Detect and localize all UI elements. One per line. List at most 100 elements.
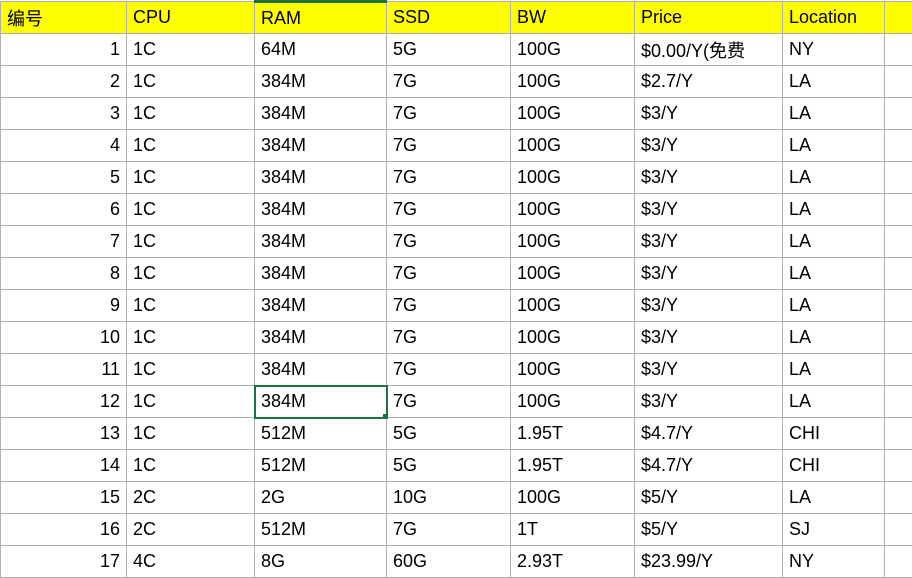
cell-extra[interactable] <box>885 34 912 66</box>
cell-num[interactable]: 16 <box>1 514 127 546</box>
cell-price[interactable]: $5/Y <box>635 482 783 514</box>
col-header-num[interactable]: 编号 <box>1 2 127 34</box>
cell-cpu[interactable]: 1C <box>127 290 255 322</box>
cell-ram[interactable]: 384M <box>255 66 387 98</box>
cell-bw[interactable]: 100G <box>511 290 635 322</box>
cell-loc[interactable]: LA <box>783 258 885 290</box>
col-header-bw[interactable]: BW <box>511 2 635 34</box>
cell-extra[interactable] <box>885 386 912 418</box>
cell-extra[interactable] <box>885 226 912 258</box>
cell-num[interactable]: 13 <box>1 418 127 450</box>
cell-num[interactable]: 11 <box>1 354 127 386</box>
col-header-loc[interactable]: Location <box>783 2 885 34</box>
cell-ram[interactable]: 512M <box>255 450 387 482</box>
cell-bw[interactable]: 100G <box>511 98 635 130</box>
cell-loc[interactable]: SJ <box>783 514 885 546</box>
cell-ram[interactable]: 384M <box>255 194 387 226</box>
cell-bw[interactable]: 100G <box>511 34 635 66</box>
cell-ssd[interactable]: 7G <box>387 322 511 354</box>
col-header-cpu[interactable]: CPU <box>127 2 255 34</box>
cell-ram[interactable]: 2G <box>255 482 387 514</box>
cell-ram[interactable]: 384M <box>255 162 387 194</box>
cell-ssd[interactable]: 7G <box>387 386 511 418</box>
cell-extra[interactable] <box>885 546 912 578</box>
cell-bw[interactable]: 100G <box>511 482 635 514</box>
spreadsheet-table[interactable]: 编号 CPU RAM SSD BW Price Location 11C64M5… <box>0 0 912 578</box>
col-header-price[interactable]: Price <box>635 2 783 34</box>
cell-bw[interactable]: 1.95T <box>511 418 635 450</box>
cell-bw[interactable]: 2.93T <box>511 546 635 578</box>
cell-bw[interactable]: 1.95T <box>511 450 635 482</box>
cell-loc[interactable]: LA <box>783 322 885 354</box>
cell-price[interactable]: $2.7/Y <box>635 66 783 98</box>
cell-loc[interactable]: LA <box>783 354 885 386</box>
cell-ram[interactable]: 512M <box>255 418 387 450</box>
cell-num[interactable]: 8 <box>1 258 127 290</box>
cell-ssd[interactable]: 7G <box>387 354 511 386</box>
cell-extra[interactable] <box>885 194 912 226</box>
cell-price[interactable]: $0.00/Y(免费 <box>635 34 783 66</box>
cell-ram[interactable]: 384M <box>255 290 387 322</box>
cell-cpu[interactable]: 1C <box>127 418 255 450</box>
cell-ram[interactable]: 384M <box>255 226 387 258</box>
cell-ssd[interactable]: 7G <box>387 226 511 258</box>
cell-bw[interactable]: 100G <box>511 258 635 290</box>
cell-ssd[interactable]: 7G <box>387 130 511 162</box>
cell-ram[interactable]: 384M <box>255 130 387 162</box>
cell-ssd[interactable]: 7G <box>387 514 511 546</box>
cell-cpu[interactable]: 2C <box>127 514 255 546</box>
cell-extra[interactable] <box>885 98 912 130</box>
cell-price[interactable]: $3/Y <box>635 322 783 354</box>
cell-num[interactable]: 5 <box>1 162 127 194</box>
cell-ram[interactable]: 384M <box>255 386 387 418</box>
cell-num[interactable]: 17 <box>1 546 127 578</box>
cell-cpu[interactable]: 1C <box>127 354 255 386</box>
cell-ram[interactable]: 384M <box>255 98 387 130</box>
cell-loc[interactable]: CHI <box>783 450 885 482</box>
cell-num[interactable]: 15 <box>1 482 127 514</box>
cell-cpu[interactable]: 1C <box>127 162 255 194</box>
cell-ssd[interactable]: 60G <box>387 546 511 578</box>
cell-num[interactable]: 2 <box>1 66 127 98</box>
cell-extra[interactable] <box>885 162 912 194</box>
cell-price[interactable]: $4.7/Y <box>635 418 783 450</box>
cell-cpu[interactable]: 1C <box>127 130 255 162</box>
cell-extra[interactable] <box>885 258 912 290</box>
cell-ram[interactable]: 512M <box>255 514 387 546</box>
cell-bw[interactable]: 100G <box>511 194 635 226</box>
cell-price[interactable]: $5/Y <box>635 514 783 546</box>
cell-bw[interactable]: 1T <box>511 514 635 546</box>
cell-bw[interactable]: 100G <box>511 386 635 418</box>
cell-ram[interactable]: 384M <box>255 354 387 386</box>
cell-price[interactable]: $23.99/Y <box>635 546 783 578</box>
cell-extra[interactable] <box>885 354 912 386</box>
cell-cpu[interactable]: 1C <box>127 98 255 130</box>
cell-ram[interactable]: 384M <box>255 258 387 290</box>
cell-price[interactable]: $3/Y <box>635 386 783 418</box>
cell-num[interactable]: 14 <box>1 450 127 482</box>
cell-num[interactable]: 4 <box>1 130 127 162</box>
cell-cpu[interactable]: 1C <box>127 258 255 290</box>
cell-ssd[interactable]: 5G <box>387 450 511 482</box>
cell-extra[interactable] <box>885 450 912 482</box>
cell-loc[interactable]: LA <box>783 162 885 194</box>
cell-extra[interactable] <box>885 66 912 98</box>
cell-ssd[interactable]: 10G <box>387 482 511 514</box>
cell-cpu[interactable]: 1C <box>127 386 255 418</box>
cell-price[interactable]: $3/Y <box>635 258 783 290</box>
cell-loc[interactable]: LA <box>783 98 885 130</box>
cell-num[interactable]: 9 <box>1 290 127 322</box>
cell-extra[interactable] <box>885 322 912 354</box>
cell-bw[interactable]: 100G <box>511 66 635 98</box>
col-header-ram[interactable]: RAM <box>255 2 387 34</box>
cell-num[interactable]: 6 <box>1 194 127 226</box>
cell-cpu[interactable]: 2C <box>127 482 255 514</box>
cell-price[interactable]: $3/Y <box>635 162 783 194</box>
cell-num[interactable]: 7 <box>1 226 127 258</box>
cell-ssd[interactable]: 7G <box>387 162 511 194</box>
cell-loc[interactable]: NY <box>783 34 885 66</box>
cell-ssd[interactable]: 7G <box>387 66 511 98</box>
cell-ssd[interactable]: 7G <box>387 98 511 130</box>
cell-num[interactable]: 10 <box>1 322 127 354</box>
cell-num[interactable]: 3 <box>1 98 127 130</box>
